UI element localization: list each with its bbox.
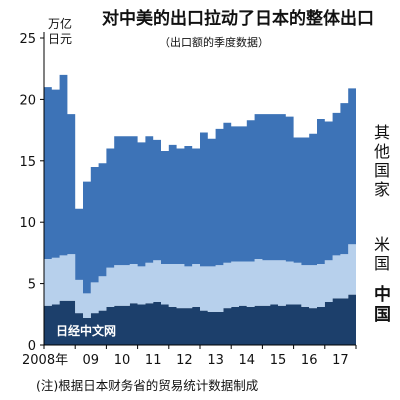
x-axis: 2008年 09 10 11 12 13 14 15 16 17 — [22, 344, 357, 368]
y-unit-label-line1: 万亿 — [48, 16, 72, 31]
chart-subtitle: （出口额的季度数据） — [159, 35, 269, 49]
x-tick-label-7: 14 — [239, 353, 256, 368]
y-tick-label-4: 15 — [19, 155, 36, 170]
x-tick-label-6: 13 — [207, 353, 224, 368]
legend-label-1-char-2: 国 — [374, 305, 391, 325]
watermark-background — [52, 322, 136, 339]
series-area-3 — [44, 74, 356, 294]
x-tick-label-8: 15 — [270, 353, 287, 368]
y-tick-label-1: 0 — [28, 339, 36, 354]
legend-label-2-char-1: 米 — [374, 235, 390, 254]
legend-label-3-char-3: 国 — [374, 161, 390, 180]
legend-label-1-char-1: 中 — [374, 284, 391, 305]
x-tick-label-5: 12 — [176, 353, 193, 368]
plot-area — [44, 74, 356, 345]
legend-entry-1: 中国 — [374, 284, 391, 325]
y-tick-label-2: 5 — [28, 278, 36, 293]
legend-label-2-char-2: 国 — [374, 254, 390, 273]
legend-entry-2: 米国 — [374, 235, 390, 273]
y-tick-label-6: 25 — [19, 32, 36, 47]
footnote: (注)根据日本财务省的贸易统计数据制成 — [36, 378, 258, 393]
x-tick-label-3: 10 — [114, 353, 131, 368]
y-axis: 0 5 10 15 20 25 — [19, 32, 45, 354]
x-tick-label-4: 11 — [145, 353, 162, 368]
watermark-text: 日经中文网 — [56, 323, 116, 338]
chart-title: 对中美的出口拉动了日本的整体出口 — [102, 8, 374, 29]
x-tick-label-9: 16 — [301, 353, 318, 368]
x-tick-label-2: 09 — [83, 353, 100, 368]
legend-label-3-char-2: 他 — [374, 142, 390, 161]
legend-label-3-char-1: 其 — [374, 123, 390, 142]
legend-label-3-char-4: 家 — [374, 180, 390, 199]
y-unit-label-line2: 日元 — [48, 32, 72, 46]
y-tick-label-3: 10 — [19, 216, 36, 231]
x-tick-label-10: 17 — [332, 353, 349, 368]
series-3 — [44, 74, 356, 294]
x-tick-label-1: 2008年 — [22, 353, 68, 368]
y-tick-label-5: 20 — [19, 93, 36, 108]
series-area-2 — [44, 244, 356, 318]
series-2 — [44, 244, 356, 318]
